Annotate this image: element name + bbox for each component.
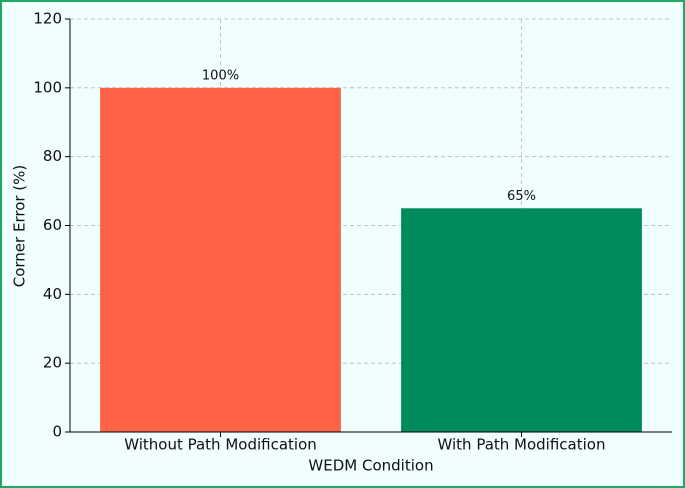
value-label: 65% <box>507 189 536 204</box>
y-tick-label: 40 <box>43 285 62 303</box>
x-axis-label: WEDM Condition <box>308 457 433 475</box>
x-tick-label: With Path Modification <box>438 436 606 454</box>
y-axis-label: Corner Error (%) <box>11 165 29 288</box>
y-tick-label: 100 <box>33 78 62 96</box>
y-tick-label: 80 <box>43 147 62 165</box>
y-tick-label: 0 <box>52 423 62 441</box>
bar <box>100 87 341 432</box>
y-tick-label: 60 <box>43 216 62 234</box>
y-tick-label: 120 <box>33 10 62 28</box>
x-tick-label: Without Path Modification <box>124 436 317 454</box>
plot-area: 0 20 40 60 80 100 120 100% Without Path Modifica… <box>33 10 672 454</box>
value-label: 100% <box>202 68 239 83</box>
bar <box>401 208 642 432</box>
y-tick-label: 20 <box>43 354 62 372</box>
